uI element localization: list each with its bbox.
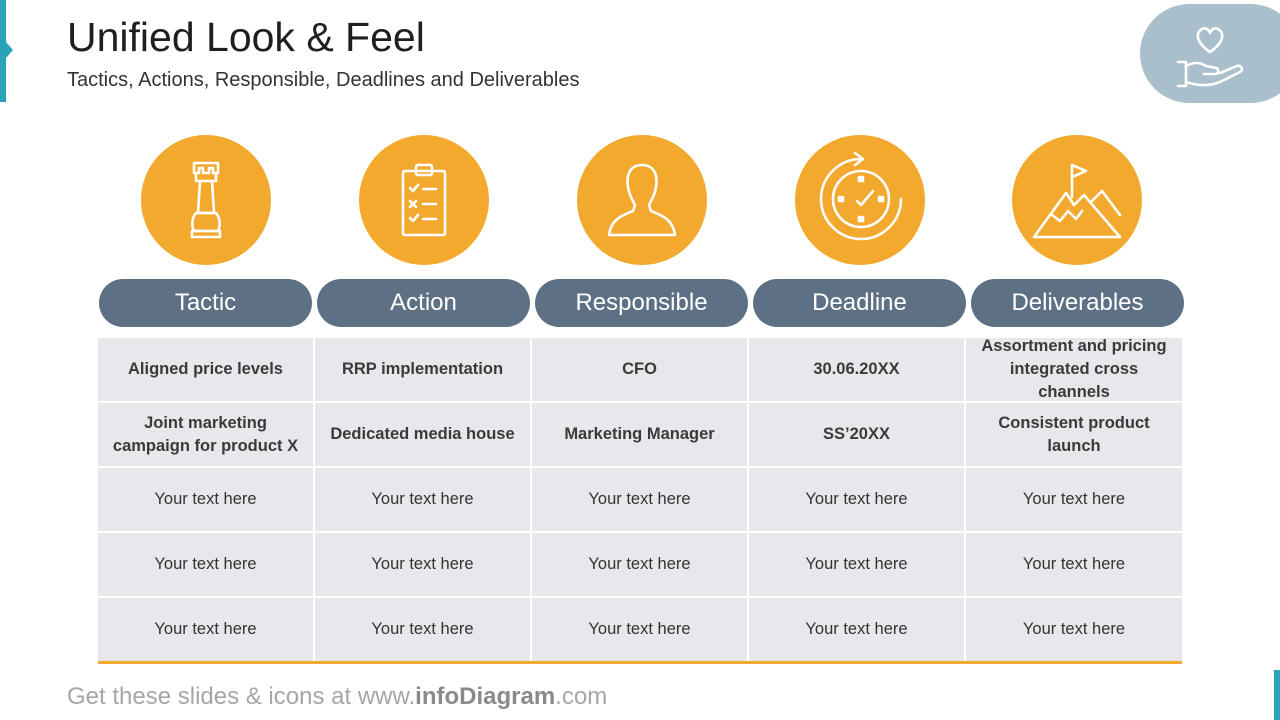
footer-credit: Get these slides & icons at www.infoDiag… — [67, 683, 607, 711]
plan-table: Aligned price levels RRP implementation … — [98, 337, 1182, 661]
chess-rook-icon — [190, 161, 222, 239]
table-cell: Assortment and pricing integrated cross … — [966, 337, 1182, 401]
mountain-flag-icon — [1032, 163, 1122, 239]
table-cell: CFO — [532, 338, 747, 401]
table-cell: Your text here — [98, 533, 313, 596]
table-cell: Your text here — [98, 598, 313, 661]
table-cell: 30.06.20XX — [749, 338, 964, 401]
header-badge — [1140, 4, 1280, 103]
table-cell: Aligned price levels — [98, 338, 313, 401]
deadline-icon-circle — [795, 135, 925, 265]
clock-refresh-icon — [819, 151, 903, 241]
deliverables-icon-circle — [1012, 135, 1142, 265]
table-cell: Your text here — [532, 533, 747, 596]
table-cell: Your text here — [532, 598, 747, 661]
table-cell: RRP implementation — [315, 338, 530, 401]
table-cell: Your text here — [315, 533, 530, 596]
footer-brand: infoDiagram — [415, 683, 556, 710]
column-header-tactic: Tactic — [99, 279, 312, 327]
accent-notch — [6, 42, 13, 58]
table-cell: Your text here — [532, 468, 747, 531]
table-cell: Your text here — [749, 533, 964, 596]
tactic-icon-circle — [141, 135, 271, 265]
corner-accent — [1274, 670, 1280, 720]
accent-bar — [0, 0, 6, 102]
table-cell: Your text here — [315, 468, 530, 531]
column-header-deadline: Deadline — [753, 279, 966, 327]
responsible-icon-circle — [577, 135, 707, 265]
table-cell: SS’20XX — [749, 403, 964, 466]
table-cell: Your text here — [966, 533, 1182, 596]
table-cell: Your text here — [315, 598, 530, 661]
footer-suffix: .com — [555, 683, 608, 710]
page-subtitle: Tactics, Actions, Responsible, Deadlines… — [67, 69, 580, 91]
table-cell: Joint marketing campaign for product X — [98, 403, 313, 466]
heart-in-hand-icon — [1176, 27, 1244, 88]
page-title: Unified Look & Feel — [67, 14, 425, 60]
table-cell: Dedicated media house — [315, 403, 530, 466]
column-header-responsible: Responsible — [535, 279, 748, 327]
footer-prefix: Get these slides & icons at www. — [67, 683, 416, 710]
table-cell: Your text here — [966, 598, 1182, 661]
table-cell: Consistent product launch — [966, 403, 1182, 466]
table-cell: Your text here — [749, 598, 964, 661]
checklist-clipboard-icon — [401, 163, 447, 237]
table-underline — [98, 661, 1182, 664]
column-header-action: Action — [317, 279, 530, 327]
table-cell: Your text here — [966, 468, 1182, 531]
table-cell: Your text here — [749, 468, 964, 531]
table-cell: Marketing Manager — [532, 403, 747, 466]
column-header-deliverables: Deliverables — [971, 279, 1184, 327]
table-cell: Your text here — [98, 468, 313, 531]
person-icon — [607, 163, 677, 237]
action-icon-circle — [359, 135, 489, 265]
